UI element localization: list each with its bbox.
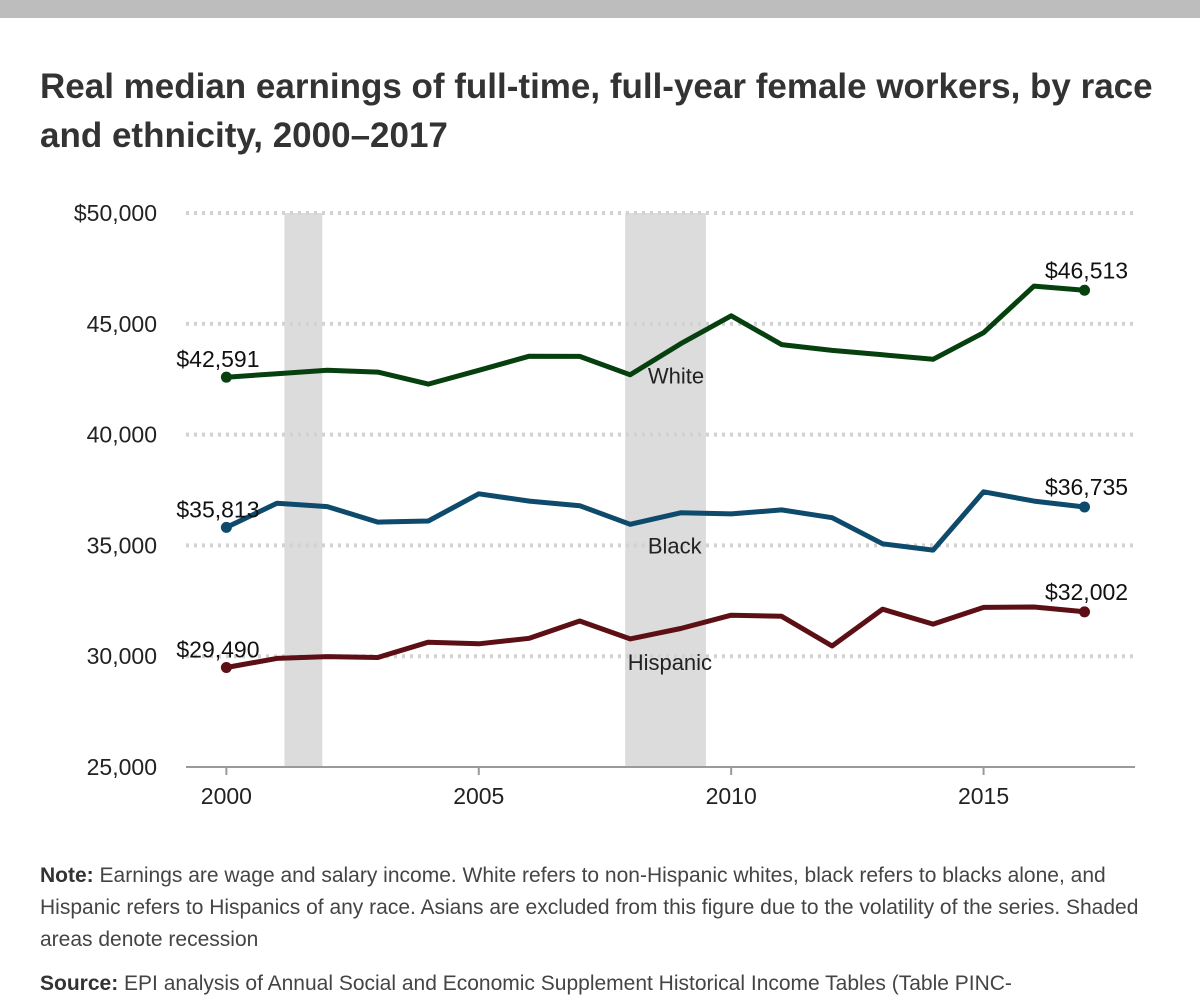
y-tick-label: 40,000 (87, 422, 157, 448)
y-tick-label: $50,000 (74, 200, 157, 226)
chart-title: Real median earnings of full-time, full-… (40, 67, 1153, 155)
end-point (1079, 501, 1091, 513)
recession-band (284, 213, 323, 767)
y-tick-label: 35,000 (87, 532, 157, 558)
recession-bands (284, 213, 706, 767)
start-point (220, 371, 232, 383)
end-value-label: $32,002 (1045, 579, 1128, 605)
chart-note: Note: Earnings are wage and salary incom… (40, 860, 1170, 956)
series-name-label: White (648, 364, 704, 389)
x-tick-label: 2015 (958, 783, 1009, 809)
x-tick-label: 2000 (201, 783, 252, 809)
start-value-label: $42,591 (176, 346, 259, 372)
start-point (220, 662, 232, 674)
y-tick-label: 25,000 (87, 754, 157, 780)
chart-source: Source: EPI analysis of Annual Social an… (40, 968, 1190, 1000)
series-line (223, 604, 1087, 670)
series-lines (220, 283, 1091, 674)
end-value-label: $36,735 (1045, 474, 1128, 500)
start-point (220, 521, 232, 533)
source-text: EPI analysis of Annual Social and Econom… (124, 972, 1012, 995)
x-tick-label: 2005 (453, 783, 504, 809)
axes: 25,000 30,000 35,000 40,000 45,000 $50,000 200… (74, 200, 1135, 809)
note-text: Earnings are wage and salary income. Whi… (40, 864, 1139, 951)
end-value-label: $46,513 (1045, 257, 1128, 283)
data-labels: $42,591 $46,513 White $35,813 $36,735 Black $2… (176, 257, 1128, 675)
end-point (1079, 284, 1091, 296)
series-line (223, 283, 1087, 387)
end-point (1079, 606, 1091, 618)
top-bar (0, 0, 1200, 18)
gridlines (186, 211, 1135, 659)
recession-band (625, 213, 706, 767)
start-value-label: $29,490 (176, 637, 259, 663)
start-value-label: $35,813 (176, 496, 259, 522)
x-tick-label: 2010 (706, 783, 757, 809)
y-tick-label: 45,000 (87, 311, 157, 337)
y-tick-label: 30,000 (87, 643, 157, 669)
source-label: Source: (40, 972, 119, 995)
series-name-label: Hispanic (628, 650, 712, 675)
note-label: Note: (40, 864, 94, 887)
series-line (223, 489, 1087, 553)
series-name-label: Black (648, 534, 703, 559)
